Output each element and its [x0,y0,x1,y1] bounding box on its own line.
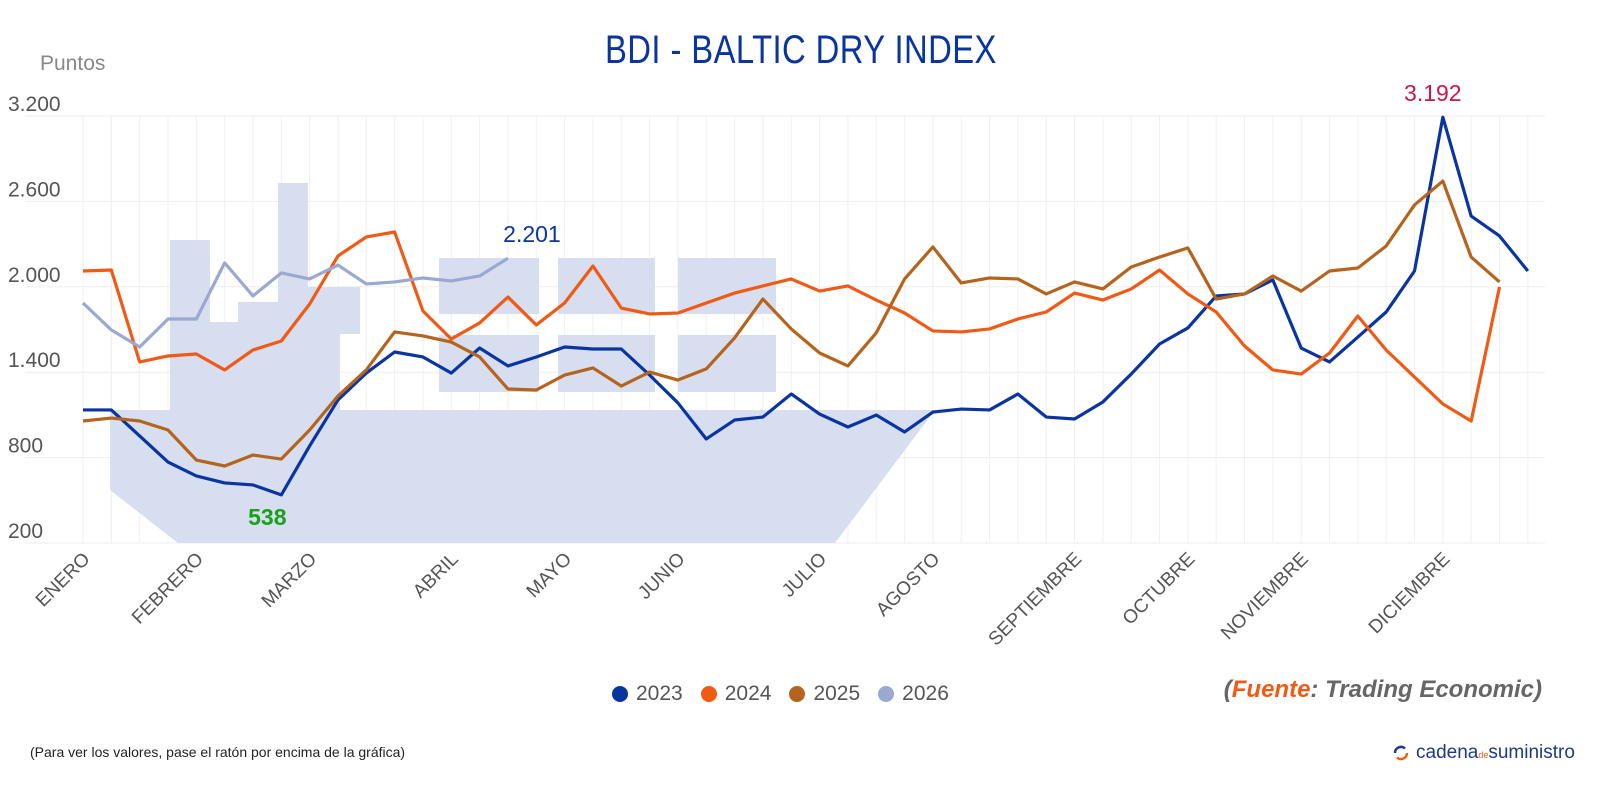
data-label: 2.201 [503,221,561,247]
legend: 2023 2024 2025 2026 [612,682,949,706]
series-line-2023 [83,115,1530,497]
series-line-2025 [82,179,1501,468]
legend-marker [612,686,628,702]
x-month-label: JULIO [778,549,831,602]
y-tick-label: 2.600 [8,178,61,201]
ship-container [558,335,655,392]
series-line-2024 [82,230,1502,423]
x-month-label: OCTUBRE [1119,549,1200,630]
data-label: 538 [248,504,287,530]
legend-marker [878,686,895,702]
legend-label: 2023 [636,682,683,705]
x-month-label: FEBRERO [128,549,208,629]
x-month-label: MAYO [523,549,576,602]
source-credit: (Fuente: Trading Economic) [1224,676,1542,704]
legend-item-2025[interactable]: 2025 [789,682,860,706]
legend-marker [700,686,717,702]
hover-note: (Para ver los valores, pase el ratón por… [30,744,406,760]
y-tick-label: 1.400 [8,349,61,372]
y-tick-label: 3.200 [8,93,61,116]
x-month-label: ENERO [32,549,95,612]
source-text: : Trading Economic) [1310,676,1542,703]
x-month-label: MARZO [258,549,321,612]
chart-title: BDI - BALTIC DRY INDEX [605,28,997,72]
series-line-2026 [81,256,509,349]
legend-label: 2024 [724,682,772,705]
x-month-label: ABRIL [409,549,463,603]
ship-silhouette [110,183,935,543]
x-month-label: SEPTIEMBRE [985,549,1086,650]
logo-text: cadena [1416,742,1479,763]
source-open: ( [1223,676,1232,703]
x-month-label: NOVIEMBRE [1217,549,1312,644]
y-axis-label: Puntos [40,52,106,75]
y-tick-label: 800 [8,435,43,458]
source-label: Fuente [1231,676,1311,703]
logo-text-small: de [1478,750,1489,760]
x-month-label: DICIEMBRE [1365,549,1455,639]
legend-item-2024[interactable]: 2024 [700,682,772,706]
logo: cadenadesuministro [1392,742,1575,764]
legend-label: 2025 [813,682,861,705]
data-label: 3.192 [1404,80,1462,106]
logo-arrows-icon [1393,745,1409,761]
legend-item-2026[interactable]: 2026 [878,682,949,706]
x-month-label: JUNIO [634,549,689,604]
y-tick-label: 200 [8,520,43,543]
y-tick-label: 2.000 [8,264,61,287]
ship-container [678,335,776,392]
x-month-label: AGOSTO [872,549,944,621]
logo-text-end: suministro [1488,742,1575,763]
legend-marker [789,686,806,702]
legend-item-2023[interactable]: 2023 [612,682,683,706]
legend-label: 2026 [902,682,949,705]
ship-container [439,258,539,314]
